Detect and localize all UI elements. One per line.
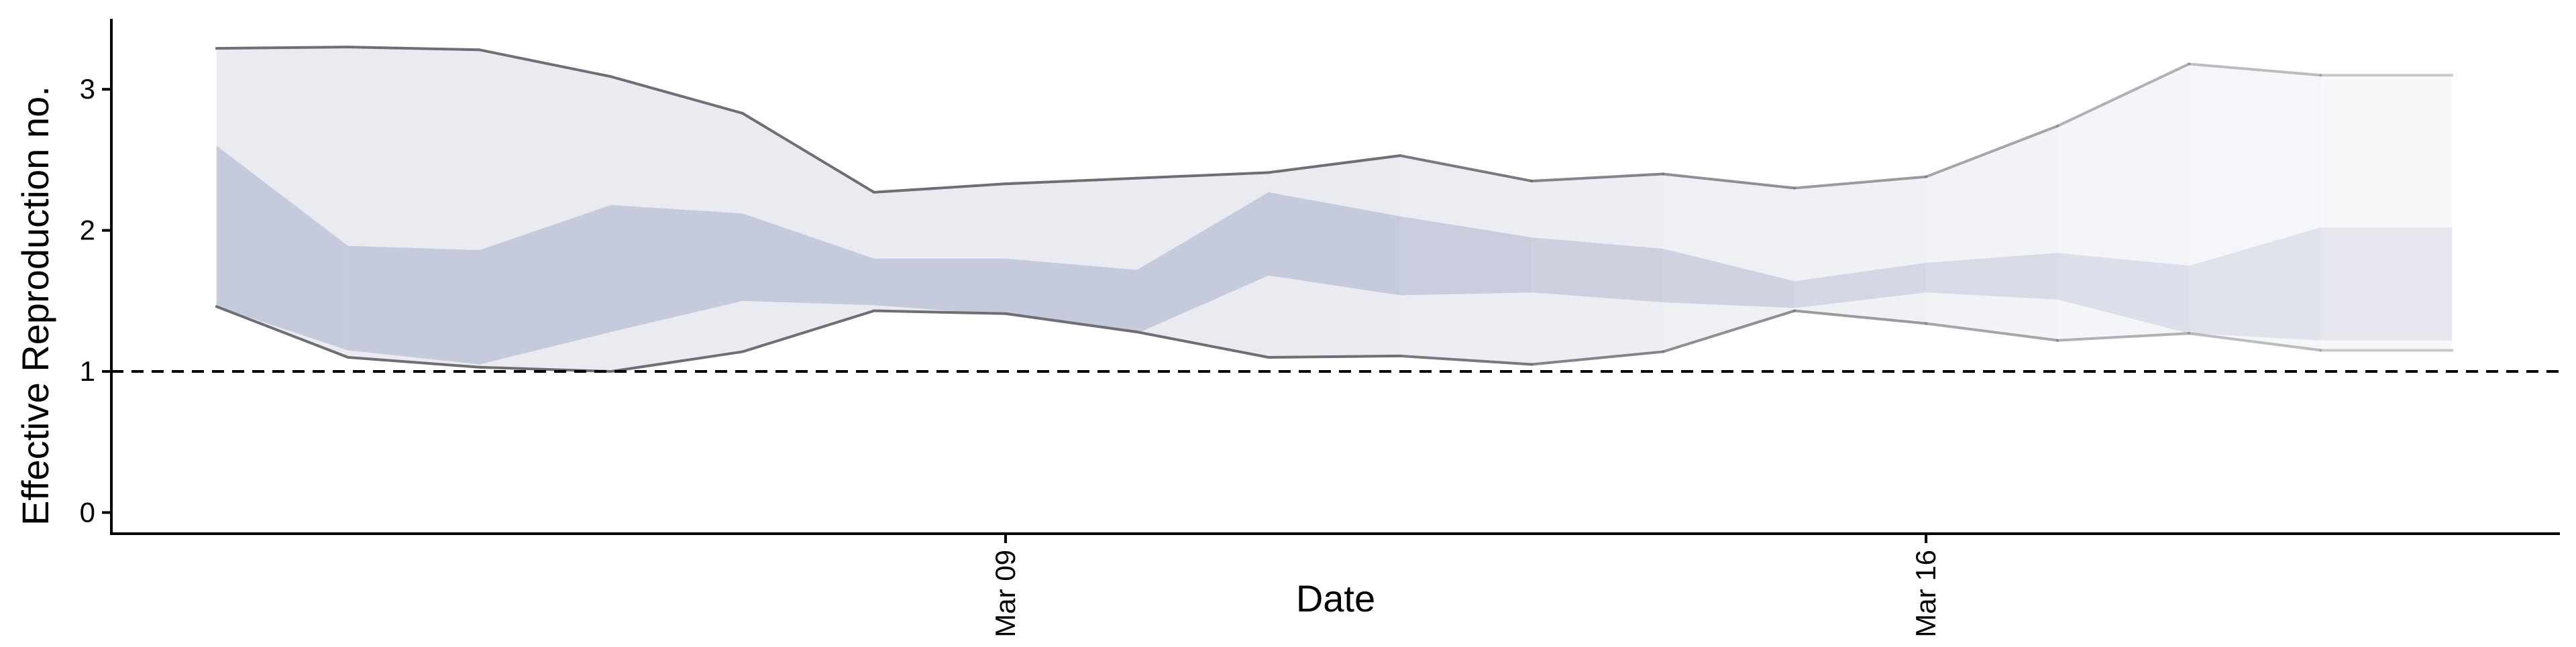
inner-band-segment [1137,192,1269,334]
outer-band-segment [1663,174,1795,352]
outer-upper-bound-line [1530,172,1665,182]
x-tick-label: Mar 09 [989,550,1021,638]
y-tick-label: 3 [80,73,95,105]
outer-lower-bound-line [346,355,481,369]
outer-lower-bound-line [1530,350,1665,366]
inner-band-segment [347,245,480,365]
outer-lower-bound-line [1399,354,1534,366]
outer-lower-bound-line [1267,354,1402,359]
inner-band-segment [2057,253,2190,334]
inner-band-segment [2189,227,2321,341]
outer-upper-bound-line [872,182,1007,194]
outer-upper-bound-line [741,111,875,194]
outer-lower-bound-line [2056,332,2191,342]
y-tick-label: 2 [80,215,95,246]
y-tick-label: 0 [80,496,95,528]
outer-upper-bound-line [1267,154,1402,174]
outer-upper-bound-line [2056,62,2191,127]
inner-band-segment [2320,227,2453,341]
x-tick-label: Mar 16 [1910,550,1941,638]
inner-band-segment [216,145,348,351]
inner-band-segment [873,258,1006,315]
inner-band-segment [610,204,743,333]
inner-band-segment [1269,192,1401,296]
outer-lower-bound-line [478,365,612,373]
inner-band-segment [1926,253,2058,300]
y-axis-label: Effective Reproduction no. [14,86,56,526]
outer-lower-bound-line [872,309,1007,315]
outer-lower-bound-line [609,350,744,373]
inner-band-segment [742,213,874,306]
outer-band-segment [2057,64,2190,341]
outer-upper-bound-line [1662,172,1796,190]
outer-band-segment [1926,125,2058,341]
outer-upper-bound-line [1136,171,1271,180]
outer-upper-bound-line [1004,176,1139,186]
axes-layer [110,19,2560,535]
outer-lower-bound-line [741,309,875,353]
outer-upper-bound-line [1793,175,1928,190]
outer-band-segment [2320,75,2453,351]
outer-upper-bound-line [346,46,481,52]
outer-upper-bound-line [1399,154,1534,182]
inner-band-segment [1663,248,1795,308]
x-axis-label: Date [1296,577,1375,620]
outer-upper-bound-line [2188,62,2322,77]
band-layer [216,47,2453,372]
outer-upper-bound-line [1925,124,2059,178]
outer-lower-bound-line [1004,312,1139,334]
inner-band-segment [479,204,611,365]
y-tick-layer: 0 1 2 3 [80,73,111,528]
outer-upper-bound-line [609,75,744,115]
inner-band-segment [1400,216,1532,296]
outer-upper-bound-line [215,46,350,50]
inner-band-segment [1532,237,1664,302]
outer-lower-bound-line [1136,331,1271,359]
outer-lower-bound-line [1925,322,2059,342]
outer-band-segment [2189,64,2321,351]
y-tick-label: 1 [80,355,95,387]
inner-band-segment [1005,258,1138,334]
outer-lower-bound-line [1662,309,1796,353]
outer-lower-bound-line [1793,309,1928,325]
outer-lower-bound-line [2188,332,2322,352]
outer-upper-bound-line [478,48,612,78]
inner-band-segment [1794,263,1927,308]
bound-line-layer [215,46,2454,373]
outer-lower-bound-line [215,305,350,359]
x-tick-layer: Mar 09 Mar 16 [989,534,1941,638]
